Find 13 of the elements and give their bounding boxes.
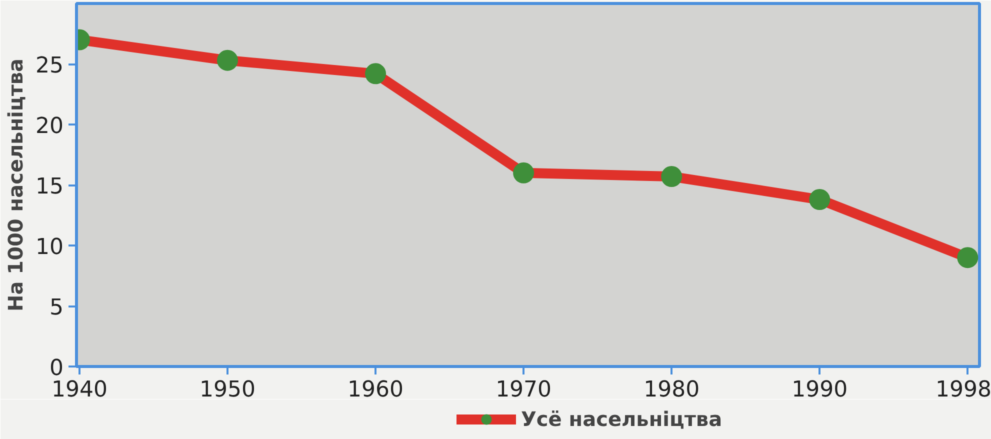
x-tick-label: 1950 xyxy=(200,378,256,402)
y-tick-label: 5 xyxy=(50,296,64,320)
x-tick-label: 1960 xyxy=(348,378,404,402)
y-axis-title: На 1000 насельніцтва xyxy=(4,58,28,312)
x-tick-label: 1990 xyxy=(792,378,848,402)
y-tick-label: 25 xyxy=(36,54,64,78)
y-tick-label: 20 xyxy=(36,114,64,139)
y-tick-label: 15 xyxy=(36,174,64,200)
x-tick-label: 1980 xyxy=(644,378,700,402)
legend-label: Усё насельніцтва xyxy=(521,407,722,431)
x-tick-label: 1998 xyxy=(936,378,991,402)
x-tick-label: 1970 xyxy=(496,378,552,402)
y-tick-label: 10 xyxy=(36,235,64,260)
